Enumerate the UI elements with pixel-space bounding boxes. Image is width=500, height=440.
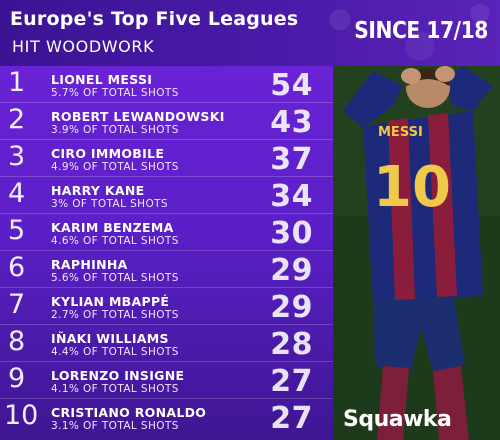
rank-number: 9	[8, 363, 26, 394]
player-illustration: MESSI 10	[333, 66, 500, 440]
player-name: KYLIAN MBAPPÉ	[51, 294, 170, 309]
brand-logo: Squawka	[343, 407, 452, 432]
rank-number: 3	[8, 141, 26, 172]
rank-number: 5	[8, 215, 26, 246]
list-item: 9 LORENZO INSIGNE 4.1% OF TOTAL SHOTS 27	[0, 362, 333, 399]
player-name: CRISTIANO RONALDO	[51, 405, 207, 420]
shot-percentage: 4.9% OF TOTAL SHOTS	[51, 161, 179, 173]
woodwork-count: 37	[270, 142, 313, 177]
header: Europe's Top Five Leagues HIT WOODWORK S…	[0, 0, 500, 66]
shot-percentage: 4.6% OF TOTAL SHOTS	[51, 235, 179, 247]
woodwork-count: 28	[270, 327, 313, 362]
player-name: IÑAKI WILLIAMS	[51, 331, 169, 346]
woodwork-count: 29	[270, 290, 313, 325]
player-photo: MESSI 10	[333, 66, 500, 440]
since-label: SINCE 17/18	[354, 18, 488, 44]
list-item: 8 IÑAKI WILLIAMS 4.4% OF TOTAL SHOTS 28	[0, 325, 333, 362]
shirt-name: MESSI	[378, 125, 423, 140]
player-name: RAPHINHA	[51, 257, 128, 272]
shot-percentage: 5.7% OF TOTAL SHOTS	[51, 87, 179, 99]
ranking-list: 1 LIONEL MESSI 5.7% OF TOTAL SHOTS 54 2 …	[0, 66, 333, 440]
shot-percentage: 3.1% OF TOTAL SHOTS	[51, 420, 179, 432]
shot-percentage: 2.7% OF TOTAL SHOTS	[51, 309, 179, 321]
player-name: HARRY KANE	[51, 183, 145, 198]
woodwork-count: 29	[270, 253, 313, 288]
woodwork-count: 30	[270, 216, 313, 251]
woodwork-count: 27	[270, 364, 313, 399]
page-title: Europe's Top Five Leagues	[10, 8, 299, 30]
player-name: KARIM BENZEMA	[51, 220, 174, 235]
shot-percentage: 4.4% OF TOTAL SHOTS	[51, 346, 179, 358]
header-pattern	[300, 0, 500, 66]
player-name: ROBERT LEWANDOWSKI	[51, 109, 225, 124]
rank-number: 8	[8, 326, 26, 357]
rank-number: 7	[8, 289, 26, 320]
shot-percentage: 3.9% OF TOTAL SHOTS	[51, 124, 179, 136]
list-item: 1 LIONEL MESSI 5.7% OF TOTAL SHOTS 54	[0, 66, 333, 103]
woodwork-count: 54	[270, 68, 313, 103]
rank-number: 2	[8, 104, 26, 135]
player-name: CIRO IMMOBILE	[51, 146, 165, 161]
shirt-number: 10	[373, 155, 451, 220]
player-name: LORENZO INSIGNE	[51, 368, 185, 383]
list-item: 3 CIRO IMMOBILE 4.9% OF TOTAL SHOTS 37	[0, 140, 333, 177]
shot-percentage: 3% OF TOTAL SHOTS	[51, 198, 168, 210]
rank-number: 10	[4, 400, 39, 431]
shot-percentage: 4.1% OF TOTAL SHOTS	[51, 383, 179, 395]
list-item: 7 KYLIAN MBAPPÉ 2.7% OF TOTAL SHOTS 29	[0, 288, 333, 325]
woodwork-count: 43	[270, 105, 313, 140]
page-subtitle: HIT WOODWORK	[12, 37, 155, 56]
list-item: 10 CRISTIANO RONALDO 3.1% OF TOTAL SHOTS…	[0, 399, 333, 436]
rank-number: 1	[8, 67, 26, 98]
list-item: 2 ROBERT LEWANDOWSKI 3.9% OF TOTAL SHOTS…	[0, 103, 333, 140]
shot-percentage: 5.6% OF TOTAL SHOTS	[51, 272, 179, 284]
list-item: 5 KARIM BENZEMA 4.6% OF TOTAL SHOTS 30	[0, 214, 333, 251]
list-item: 6 RAPHINHA 5.6% OF TOTAL SHOTS 29	[0, 251, 333, 288]
woodwork-count: 34	[270, 179, 313, 214]
player-name: LIONEL MESSI	[51, 72, 153, 87]
list-item: 4 HARRY KANE 3% OF TOTAL SHOTS 34	[0, 177, 333, 214]
rank-number: 6	[8, 252, 26, 283]
woodwork-count: 27	[270, 401, 313, 436]
rank-number: 4	[8, 178, 26, 209]
